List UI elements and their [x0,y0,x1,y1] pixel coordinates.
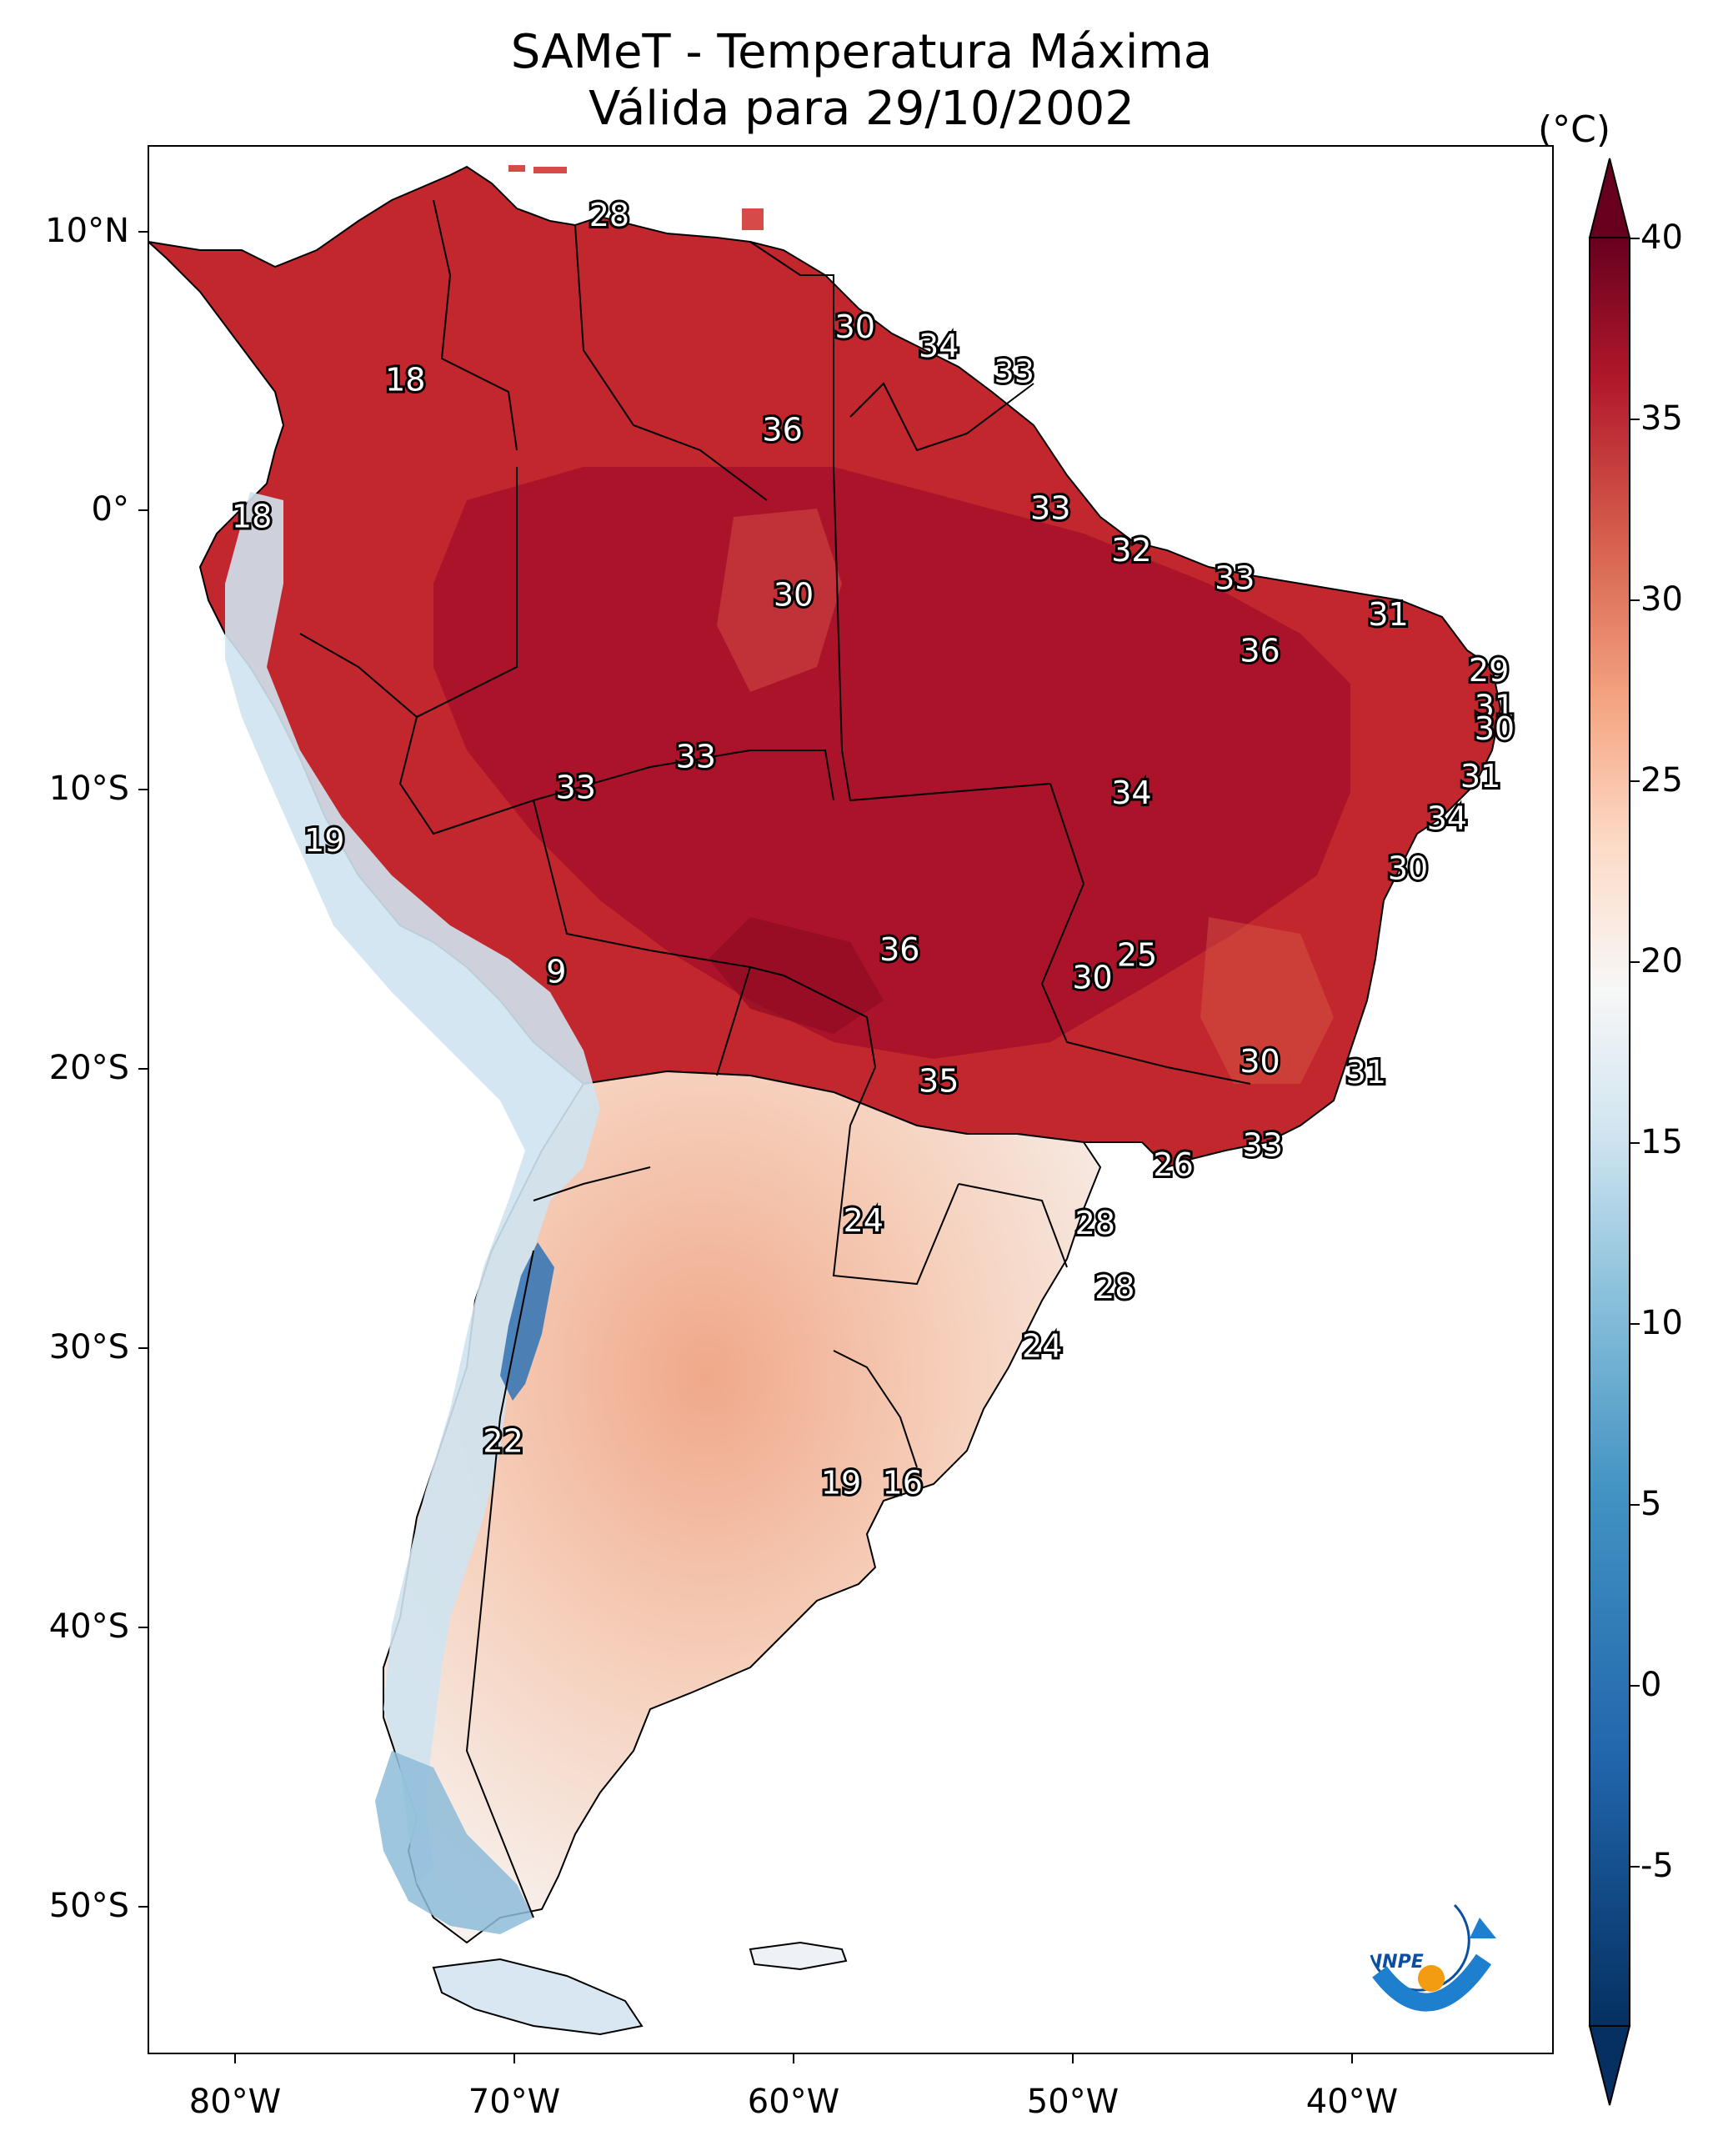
andes-cool-strip [225,492,600,1884]
contour-label: 31 [1346,1054,1386,1091]
contour-label: 25 [1117,937,1157,974]
contour-label: 34 [1427,800,1467,836]
caribbean-island [533,167,567,173]
contour-label: 36 [762,412,802,449]
contour-label: 33 [556,770,596,806]
andes-cold-core [500,1242,554,1401]
patagonia-cool [375,1751,533,1934]
colorbar-gradient [1589,237,1630,2027]
contour-label: 33 [994,353,1034,389]
map-subtitle: Válida para 29/10/2002 [589,82,1134,136]
contour-label: 28 [589,197,629,233]
colorbar-tick-label: -5 [1640,1847,1674,1885]
y-tick-label: 10°S [48,770,129,808]
x-tick-label: 40°W [1305,2083,1399,2121]
contour-label: 31 [1460,758,1500,795]
contour-label: 31 [1368,596,1408,633]
x-tick-label: 80°W [188,2083,282,2121]
contour-label: 16 [883,1465,923,1502]
contour-label: 32 [1111,532,1151,569]
hot-spot [709,917,884,1034]
colorbar-tick-label: 10 [1640,1304,1683,1342]
contour-label: 24 [1022,1328,1062,1365]
contour-label: 30 [835,308,875,345]
colorbar-tick-label: 35 [1640,399,1683,438]
x-tick-label: 50°W [1026,2083,1119,2121]
warm-patch [717,509,842,692]
colorbar-bottom-arrow [1588,2025,1631,2106]
contour-label: 30 [1072,959,1112,995]
logo-swoosh [1372,1953,1492,2012]
warm-patch [1200,917,1334,1084]
y-tick-label: 10°N [45,212,129,250]
map-title: SAMeT - Temperatura Máxima [510,25,1213,79]
contour-label: 28 [1094,1269,1134,1306]
logo-text: INPE [1375,1952,1424,1973]
caribbean-island [742,208,764,230]
colorbar-tick-label: 0 [1640,1666,1662,1704]
contour-label: 36 [879,931,919,968]
contour-label: 33 [1030,490,1070,527]
contour-label: 19 [821,1465,861,1502]
axis-ticks [138,231,1353,2063]
y-tick-label: 30°S [48,1328,129,1366]
caribbean-island [508,165,525,172]
contour-label: 9 [546,954,566,990]
logo-arrow [1470,1918,1496,1938]
contour-label: 30 [1475,710,1515,747]
colorbar-tick-label: 15 [1640,1123,1683,1161]
map-frame [148,145,1554,2054]
contour-label: 19 [304,822,344,859]
contour-label: 24 [844,1202,884,1239]
contour-label: 34 [919,328,959,364]
tierra-del-fuego [432,1958,644,2036]
contour-label: 33 [676,739,716,775]
falkland-islands [749,1941,848,1971]
contour-label: 28 [1075,1205,1115,1241]
contour-label: 18 [232,499,272,535]
colorbar-top-arrow [1588,158,1631,238]
y-tick-label: 0° [91,490,129,529]
contour-label: 31 [1475,688,1515,725]
colorbar-tick-label: 25 [1640,761,1683,800]
contour-label: 36 [1240,632,1280,669]
contour-label: 30 [1240,1043,1280,1080]
logo-dot [1418,1965,1445,1992]
y-tick-label: 40°S [48,1607,129,1646]
colorbar [1588,158,1640,2106]
contour-label: 30 [774,576,814,613]
contour-label: 33 [1215,559,1255,596]
colorbar-tick-label: 30 [1640,580,1683,619]
hot-core [433,467,1350,1059]
contour-label: 26 [1153,1146,1193,1183]
x-tick-label: 60°W [747,2083,840,2121]
contour-label: 29 [1469,652,1509,689]
y-tick-label: 20°S [48,1049,129,1087]
x-tick-label: 70°W [468,2083,561,2121]
contour-label: 18 [385,361,425,398]
colorbar-tick-label: 20 [1640,942,1683,980]
y-tick-label: 50°S [48,1887,129,1925]
inpe-logo: INPE [1370,1903,1496,2012]
continent-south [383,1070,1102,1944]
colorbar-unit: (°C) [1538,108,1611,151]
contour-label: 33 [1243,1126,1283,1163]
contour-label: 22 [483,1422,523,1459]
temperature-field [148,165,1502,2036]
contour-label: 35 [919,1062,959,1099]
colorbar-tick-label: 5 [1640,1485,1662,1523]
contour-label: 34 [1111,775,1151,811]
colorbar-tick-label: 40 [1640,218,1683,257]
contour-label: 30 [1388,850,1428,887]
country-borders [299,199,1251,1918]
